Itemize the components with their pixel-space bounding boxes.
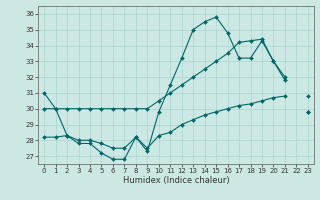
X-axis label: Humidex (Indice chaleur): Humidex (Indice chaleur) [123,176,229,185]
